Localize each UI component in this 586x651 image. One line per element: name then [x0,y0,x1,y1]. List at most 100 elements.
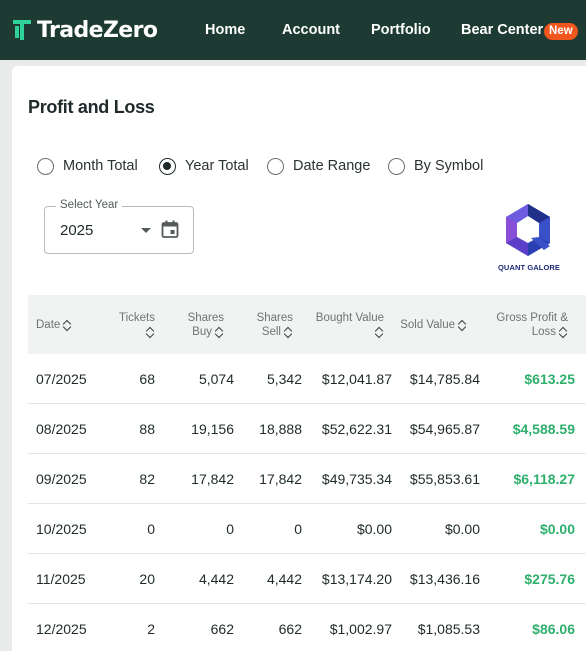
column-header-tickets[interactable]: Tickets [119,295,155,354]
cell-bought-value: $52,622.31 [321,421,392,437]
cell-shares-buy: 662 [210,621,234,637]
cell-shares-buy: 4,442 [198,571,234,587]
header-label: Bought Value [315,312,384,324]
sort-icon [284,326,293,338]
radio-year-total[interactable]: Year Total [159,157,249,175]
radio-label: By Symbol [414,158,484,174]
cell-gross-pl: $6,118.27 [513,471,575,487]
calendar-icon[interactable] [160,219,180,239]
radio-label: Date Range [293,158,371,174]
year-select-label: Select Year [56,199,123,211]
cell-sold-value: $14,785.84 [409,371,480,387]
column-header-gross-pl[interactable]: Gross Profit & Loss [496,295,568,354]
column-header-date[interactable]: Date [36,295,72,354]
header-label: Buy [192,325,212,338]
header-label: Date [36,318,61,331]
cell-gross-pl: $275.76 [524,571,575,587]
cell-shares-sell: 0 [294,521,302,537]
radio-unchecked-icon [388,157,405,175]
header-label: Loss [531,325,556,338]
cell-date: 08/2025 [36,421,87,437]
cell-tickets: 20 [139,571,155,587]
radio-date-range[interactable]: Date Range [267,157,370,175]
cell-bought-value: $12,041.87 [321,371,392,387]
cell-sold-value: $0.00 [444,521,480,537]
sort-icon [458,319,467,331]
radio-checked-icon [159,157,176,175]
nav-home[interactable]: Home [205,22,246,38]
cell-tickets: 0 [147,521,155,537]
dropdown-arrow-icon[interactable] [141,228,151,233]
cell-sold-value: $54,965.87 [409,421,480,437]
tradezero-logo-icon [13,20,31,40]
cell-gross-pl: $0.00 [539,521,575,537]
header-label: Sold Value [400,318,455,331]
cell-bought-value: $1,002.97 [329,621,392,637]
header-label: Shares [256,311,293,324]
cell-shares-sell: 4,442 [266,571,302,587]
column-header-bought-value[interactable]: Bought Value [316,295,384,354]
cell-bought-value: $0.00 [356,521,392,537]
cell-date: 07/2025 [36,371,87,387]
table-row: 09/2025 82 17,842 17,842 $49,735.34 $55,… [28,454,586,504]
cell-shares-sell: 5,342 [266,371,302,387]
nav-bear-center[interactable]: Bear Center [461,22,544,38]
cell-tickets: 88 [139,421,155,437]
table-row: 11/2025 20 4,442 4,442 $13,174.20 $13,43… [28,554,586,604]
quant-galore-wordmark: QUANT GALORE [498,263,561,272]
cell-shares-buy: 5,074 [198,371,234,387]
cell-tickets: 82 [139,471,155,487]
radio-by-symbol[interactable]: By Symbol [388,157,483,175]
radio-month-total[interactable]: Month Total [37,157,138,175]
cell-shares-sell: 17,842 [259,471,302,487]
cell-gross-pl: $613.25 [524,371,575,387]
cell-gross-pl: $86.06 [532,621,575,637]
radio-label: Year Total [185,158,249,174]
nav-portfolio[interactable]: Portfolio [371,22,431,38]
year-select[interactable]: Select Year 2025 [44,199,194,254]
page-title: Profit and Loss [28,97,155,117]
cell-shares-buy: 19,156 [191,421,234,437]
cell-shares-sell: 18,888 [259,421,302,437]
cell-shares-buy: 17,842 [191,471,234,487]
column-header-shares-sell[interactable]: Shares Sell [257,295,293,354]
nav-account[interactable]: Account [282,22,340,38]
radio-unchecked-icon [37,157,54,175]
sort-icon [146,326,155,338]
table-row: 12/2025 2 662 662 $1,002.97 $1,085.53 $8… [28,604,586,651]
cell-sold-value: $13,436.16 [409,571,480,587]
year-select-value: 2025 [60,222,94,239]
cell-tickets: 68 [139,371,155,387]
profit-loss-card: Profit and Loss Month Total Year Total D… [12,66,586,651]
cell-sold-value: $55,853.61 [409,471,480,487]
cell-date: 11/2025 [36,571,86,587]
cell-shares-sell: 662 [278,621,302,637]
header-label: Gross Profit & [496,311,568,324]
cell-bought-value: $13,174.20 [321,571,392,587]
tradezero-logo[interactable]: TradeZero [11,14,158,46]
top-nav-bar: TradeZero Home Account Portfolio Bear Ce… [0,0,586,60]
sort-icon [375,326,384,338]
sort-icon [215,326,224,338]
header-label: Shares [187,311,224,324]
table-row: 10/2025 0 0 0 $0.00 $0.00 $0.00 [28,504,586,554]
brand-name: TradeZero [37,17,158,43]
cell-bought-value: $49,735.34 [321,471,392,487]
pnl-table: Date Tickets Shares Buy Shares Sell [28,295,586,651]
cell-tickets: 2 [147,621,155,637]
cell-shares-buy: 0 [226,521,234,537]
column-header-shares-buy[interactable]: Shares Buy [188,295,224,354]
cell-date: 09/2025 [36,471,87,487]
table-row: 08/2025 88 19,156 18,888 $52,622.31 $54,… [28,404,586,454]
table-header: Date Tickets Shares Buy Shares Sell [28,295,586,354]
radio-unchecked-icon [267,157,284,175]
header-label: Sell [261,325,281,338]
column-header-sold-value[interactable]: Sold Value [400,295,467,354]
cell-sold-value: $1,085.53 [417,621,480,637]
table-row: 07/2025 68 5,074 5,342 $12,041.87 $14,78… [28,354,586,404]
cell-date: 12/2025 [36,621,87,637]
header-label: Tickets [119,312,155,324]
new-badge: New [544,23,578,40]
cell-gross-pl: $4,588.59 [512,421,575,437]
radio-label: Month Total [63,158,138,174]
